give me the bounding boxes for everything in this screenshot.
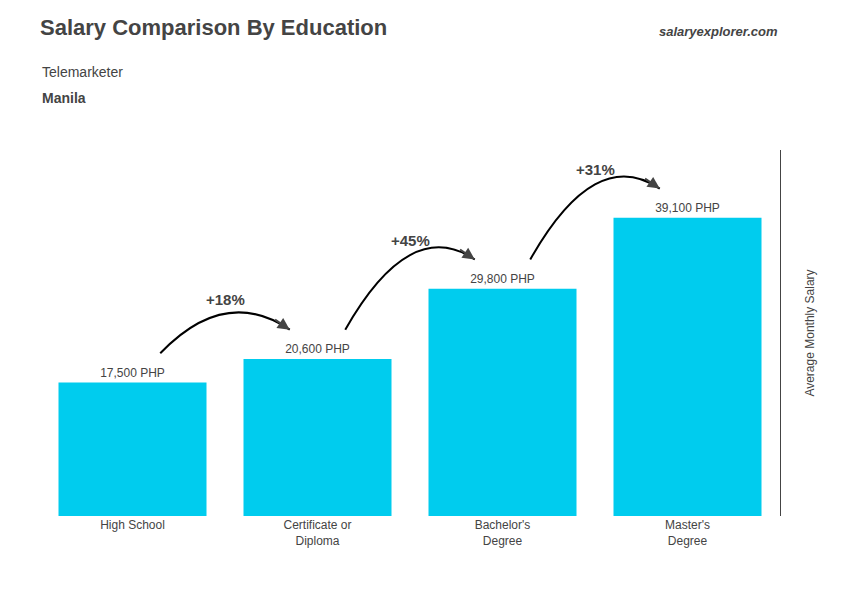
svg-text:salaryexplorer.com: salaryexplorer.com [659,24,778,39]
svg-text:Salary Comparison By Education: Salary Comparison By Education [40,15,387,40]
svg-text:+45%: +45% [391,232,430,249]
svg-text:+31%: +31% [576,161,615,178]
svg-text:17,500 PHP: 17,500 PHP [100,366,165,380]
svg-text:+18%: +18% [206,291,245,308]
svg-text:Bachelor'sDegree: Bachelor'sDegree [475,518,531,548]
svg-text:20,600 PHP: 20,600 PHP [285,342,350,356]
svg-text:Certificate orDiploma: Certificate orDiploma [283,518,351,548]
svg-text:Manila: Manila [42,90,86,106]
svg-text:Master'sDegree: Master'sDegree [665,518,710,548]
svg-text:39,100 PHP: 39,100 PHP [655,201,720,215]
svg-text:Telemarketer: Telemarketer [42,64,123,80]
svg-text:High School: High School [100,518,165,532]
svg-text:29,800 PHP: 29,800 PHP [470,272,535,286]
svg-text:Average Monthly Salary: Average Monthly Salary [803,269,817,396]
